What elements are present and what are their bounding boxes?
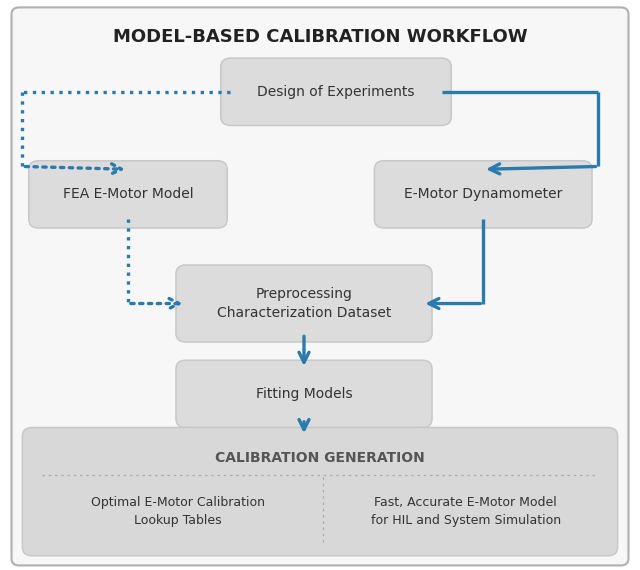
FancyBboxPatch shape	[176, 265, 432, 342]
Text: Design of Experiments: Design of Experiments	[257, 85, 415, 99]
Text: Fitting Models: Fitting Models	[256, 387, 352, 401]
Text: MODEL-BASED CALIBRATION WORKFLOW: MODEL-BASED CALIBRATION WORKFLOW	[113, 28, 527, 46]
FancyBboxPatch shape	[29, 161, 227, 228]
FancyBboxPatch shape	[12, 7, 628, 565]
Text: E-Motor Dynamometer: E-Motor Dynamometer	[404, 188, 563, 201]
FancyBboxPatch shape	[176, 360, 432, 428]
Text: Fast, Accurate E-Motor Model
for HIL and System Simulation: Fast, Accurate E-Motor Model for HIL and…	[371, 495, 561, 527]
FancyBboxPatch shape	[22, 428, 618, 556]
Text: Optimal E-Motor Calibration
Lookup Tables: Optimal E-Motor Calibration Lookup Table…	[91, 495, 264, 527]
FancyBboxPatch shape	[221, 58, 451, 125]
Text: Preprocessing
Characterization Dataset: Preprocessing Characterization Dataset	[217, 287, 391, 320]
Text: FEA E-Motor Model: FEA E-Motor Model	[63, 188, 193, 201]
Text: CALIBRATION GENERATION: CALIBRATION GENERATION	[215, 451, 425, 465]
FancyBboxPatch shape	[374, 161, 592, 228]
